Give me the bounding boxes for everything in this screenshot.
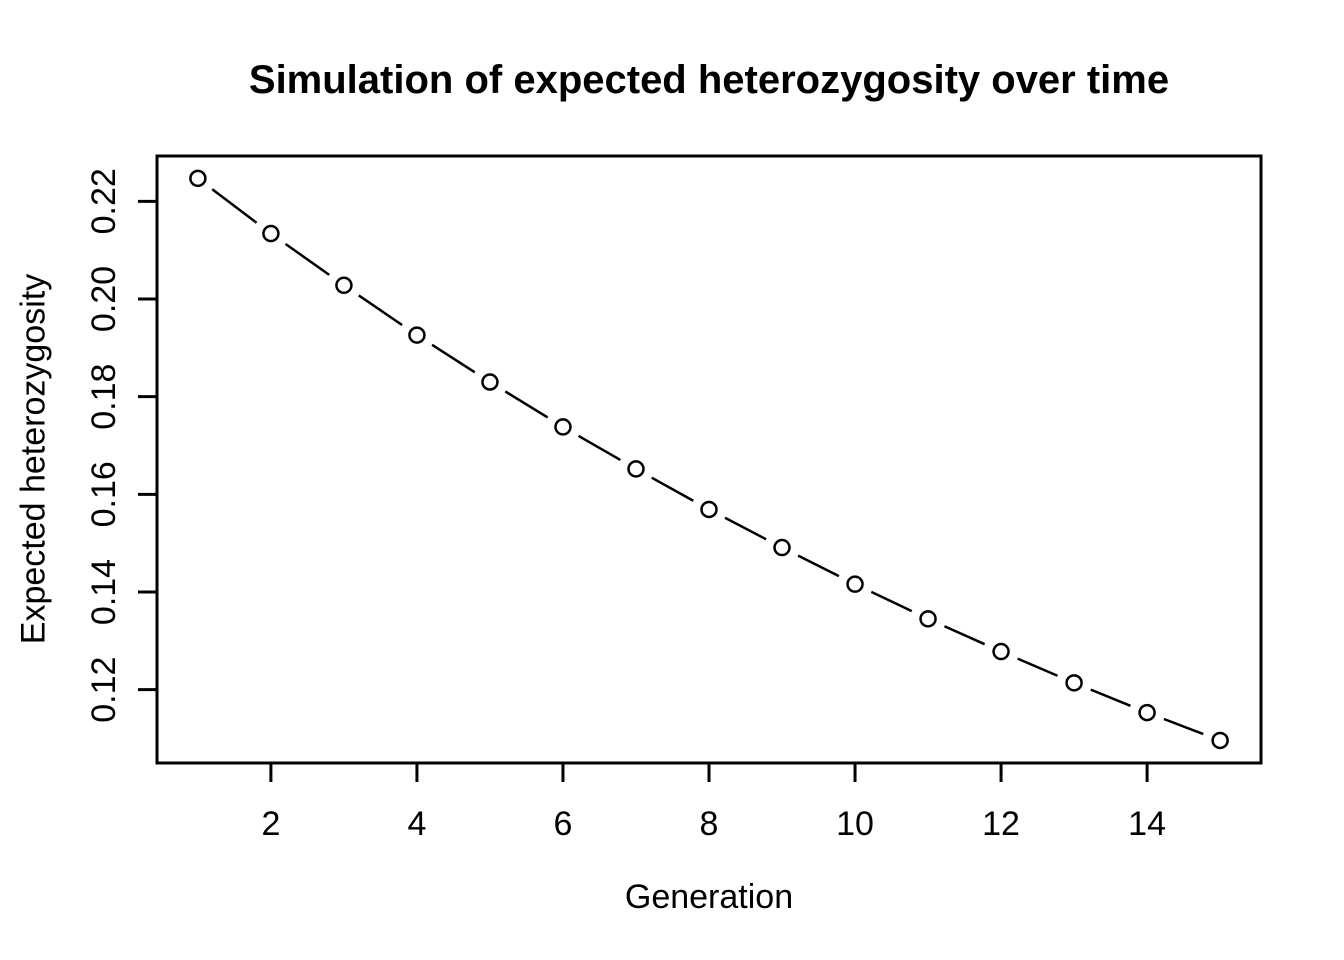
data-point [262, 224, 280, 243]
data-point [1138, 703, 1156, 722]
series-segment [870, 590, 913, 613]
y-tick-label: 0.20 [85, 266, 123, 332]
data-point [554, 418, 572, 436]
series-segment [797, 554, 840, 578]
y-tick-label: 0.16 [85, 461, 123, 527]
series-segment [504, 390, 549, 419]
data-point [773, 538, 791, 557]
series-segment [651, 476, 694, 502]
y-tick-label: 0.18 [85, 364, 123, 430]
series-segment [577, 434, 622, 462]
x-tick-label: 14 [1128, 805, 1166, 843]
y-tick-label: 0.22 [85, 168, 123, 234]
y-axis-title: Expected heterozygosity [14, 273, 53, 645]
data-point [1211, 731, 1229, 750]
x-tick-label: 10 [836, 805, 874, 843]
data-point [481, 373, 499, 391]
x-tick-label: 4 [407, 805, 426, 843]
series-segment [1163, 717, 1204, 736]
x-tick-label: 8 [700, 805, 719, 843]
y-tick-label: 0.14 [85, 559, 123, 625]
data-point [1065, 674, 1083, 692]
x-axis-title: Generation [624, 878, 794, 916]
plot-box [155, 154, 1263, 765]
series-segment [431, 343, 476, 374]
data-point [700, 500, 718, 519]
data-point [919, 610, 937, 628]
x-tick-label: 12 [982, 805, 1020, 843]
chart-title: Simulation of expected heterozygosity ov… [248, 58, 1170, 102]
series-segment [358, 294, 403, 327]
series-segment [724, 516, 767, 541]
data-point [335, 276, 353, 295]
data-point [992, 642, 1010, 661]
data-point [846, 575, 864, 593]
data-point [627, 460, 645, 478]
data-point [189, 169, 207, 188]
series-segment [1090, 688, 1131, 707]
x-tick-label: 2 [261, 805, 280, 843]
y-tick-label: 0.12 [85, 657, 123, 723]
x-tick-label: 6 [554, 805, 573, 843]
series-segment [211, 188, 258, 224]
series-segment [943, 625, 986, 646]
data-point [408, 326, 426, 344]
series-segment [284, 242, 330, 276]
series-segment [1017, 657, 1059, 677]
